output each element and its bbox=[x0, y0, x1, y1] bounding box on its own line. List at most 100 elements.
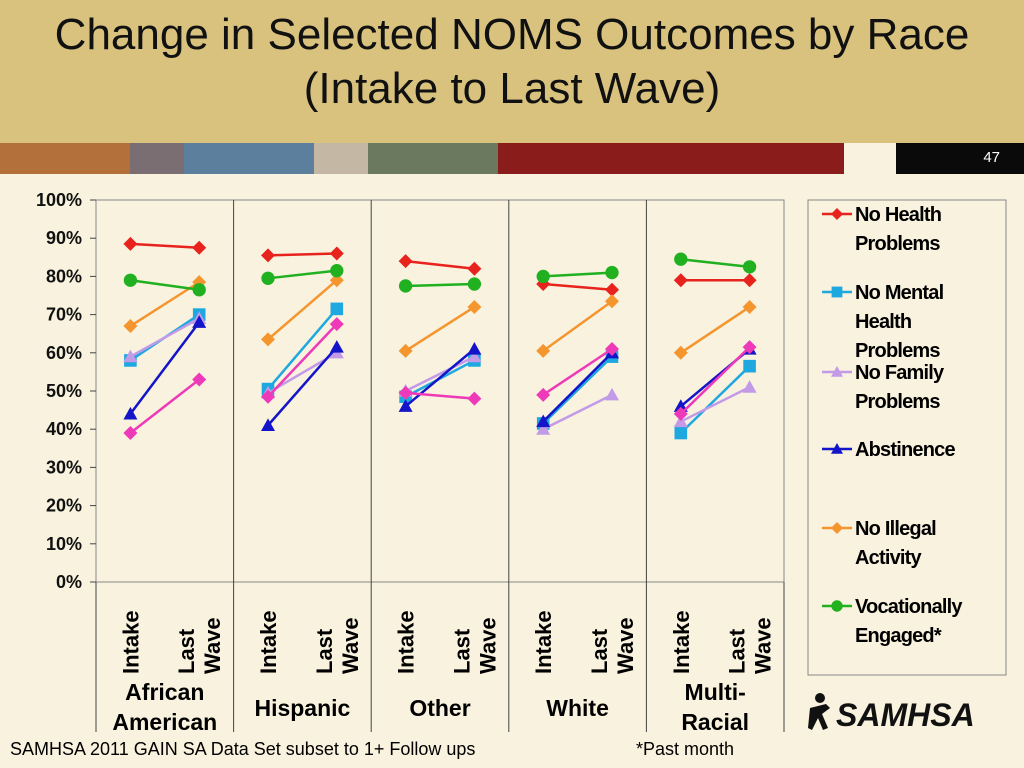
legend-label: No Family bbox=[855, 362, 945, 384]
data-point bbox=[330, 264, 344, 278]
legend-label: Health bbox=[855, 311, 911, 333]
x-tick-label: Intake bbox=[669, 610, 694, 674]
x-tick-label: Intake bbox=[531, 610, 556, 674]
series-line bbox=[405, 355, 475, 393]
band-segment bbox=[896, 143, 1024, 174]
y-tick-label: 60% bbox=[46, 343, 82, 363]
series-group bbox=[123, 236, 757, 297]
data-point bbox=[398, 343, 413, 358]
group-label: Racial bbox=[681, 709, 749, 735]
x-tick-label: Intake bbox=[394, 610, 419, 674]
legend-label: No Mental bbox=[855, 282, 944, 304]
data-point bbox=[192, 372, 207, 387]
data-point bbox=[123, 426, 138, 441]
footer-note: *Past month bbox=[636, 739, 735, 759]
series-line bbox=[543, 282, 613, 292]
data-point bbox=[674, 252, 688, 266]
data-point bbox=[329, 246, 344, 261]
series-line bbox=[267, 252, 337, 257]
data-point bbox=[261, 418, 275, 431]
data-point bbox=[261, 389, 275, 404]
data-point bbox=[743, 359, 756, 373]
y-tick-label: 70% bbox=[46, 305, 82, 325]
group-label: Multi- bbox=[685, 679, 746, 705]
series-line bbox=[404, 348, 476, 408]
data-point bbox=[467, 261, 482, 276]
y-tick-label: 40% bbox=[46, 419, 82, 439]
group-label: African bbox=[125, 679, 204, 705]
legend-label: Activity bbox=[855, 547, 923, 569]
data-point bbox=[605, 294, 619, 309]
data-point bbox=[536, 422, 551, 435]
slide-title: Change in Selected NOMS Outcomes by Race… bbox=[54, 10, 970, 113]
data-point bbox=[398, 399, 413, 412]
series-line bbox=[129, 317, 200, 358]
legend-label: Engaged* bbox=[855, 625, 942, 647]
data-point bbox=[467, 349, 482, 363]
x-tick-label: Wave bbox=[200, 617, 225, 674]
logo-text: SAMHSA bbox=[836, 697, 975, 733]
series-line bbox=[680, 305, 751, 354]
series-line bbox=[267, 279, 338, 341]
series-line bbox=[404, 305, 476, 352]
data-point bbox=[398, 279, 413, 293]
series-line bbox=[543, 271, 613, 278]
series-line bbox=[267, 308, 338, 390]
x-tick-label: Intake bbox=[256, 610, 281, 674]
series-line bbox=[129, 378, 200, 435]
y-tick-label: 30% bbox=[46, 457, 82, 477]
data-point bbox=[742, 340, 757, 355]
data-point bbox=[192, 240, 207, 255]
y-tick-label: 0% bbox=[56, 572, 82, 592]
series-line bbox=[405, 259, 475, 271]
data-point bbox=[831, 366, 843, 377]
data-point bbox=[467, 391, 482, 406]
series-line bbox=[542, 393, 613, 431]
data-point bbox=[329, 273, 344, 288]
data-point bbox=[605, 265, 619, 280]
data-point bbox=[123, 349, 138, 363]
data-point bbox=[330, 302, 344, 316]
series-line bbox=[405, 391, 475, 400]
group-label: Hispanic bbox=[254, 695, 350, 721]
x-tick-label: Last bbox=[725, 628, 750, 674]
data-point bbox=[329, 317, 344, 332]
band-segment bbox=[498, 143, 844, 174]
data-point bbox=[467, 299, 482, 314]
series-line bbox=[405, 282, 475, 288]
data-point bbox=[261, 271, 275, 285]
series-line bbox=[542, 347, 613, 396]
series-line bbox=[267, 269, 337, 280]
data-point bbox=[742, 273, 757, 288]
series-line bbox=[130, 278, 200, 292]
data-point bbox=[261, 248, 275, 263]
data-point bbox=[192, 283, 206, 297]
series-line bbox=[130, 242, 200, 249]
group-label: American bbox=[112, 709, 217, 735]
x-tick-label: Last bbox=[312, 628, 337, 674]
footer-source: SAMHSA 2011 GAIN SA Data Set subset to 1… bbox=[10, 739, 476, 759]
data-point bbox=[831, 443, 843, 454]
series-line bbox=[129, 281, 200, 328]
series-line bbox=[680, 257, 750, 269]
legend-label: Problems bbox=[855, 391, 940, 413]
band-segment bbox=[844, 143, 896, 174]
series-line bbox=[542, 351, 613, 423]
line-chart: 0% 10% 20% 30% 40% 50% 60% 70% 80% 90% 100% Intake… bbox=[36, 190, 1007, 735]
band-segment bbox=[368, 143, 498, 174]
legend-label: Abstinence bbox=[855, 439, 955, 461]
data-point bbox=[605, 282, 619, 297]
series-line bbox=[680, 386, 751, 423]
band-segment bbox=[314, 143, 368, 174]
data-point bbox=[742, 299, 757, 314]
legend-box bbox=[807, 199, 1007, 676]
y-tick-label: 90% bbox=[46, 228, 82, 248]
legend-label: Problems bbox=[855, 340, 940, 362]
data-point bbox=[123, 236, 138, 251]
data-point bbox=[674, 426, 688, 440]
series-line bbox=[267, 346, 338, 427]
series-group bbox=[123, 252, 757, 297]
data-point bbox=[536, 343, 551, 358]
y-tick-label: 10% bbox=[46, 534, 82, 554]
data-point bbox=[831, 286, 843, 298]
